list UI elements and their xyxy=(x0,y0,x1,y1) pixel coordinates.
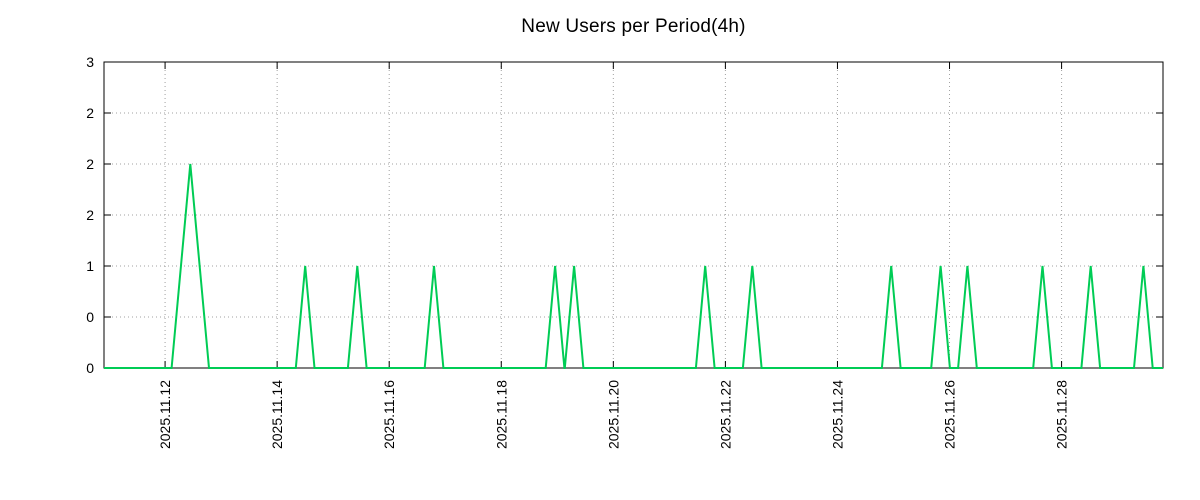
x-tick-label: 2025.11.14 xyxy=(269,380,285,449)
x-tick-label: 2025.11.22 xyxy=(717,380,733,449)
y-tick-label: 2 xyxy=(86,105,94,121)
y-tick-label: 3 xyxy=(86,54,94,70)
chart-title: New Users per Period(4h) xyxy=(521,16,746,37)
y-tick-label: 0 xyxy=(86,360,94,376)
x-tick-label: 2025.11.28 xyxy=(1054,380,1070,449)
x-tick-label: 2025.11.12 xyxy=(157,380,173,449)
x-tick-label: 2025.11.20 xyxy=(605,380,621,449)
y-tick-label: 2 xyxy=(86,156,94,172)
y-tick-label: 2 xyxy=(86,207,94,223)
y-tick-label: 1 xyxy=(86,258,94,274)
y-tick-label: 0 xyxy=(86,309,94,325)
x-tick-label: 2025.11.18 xyxy=(493,380,509,449)
x-tick-label: 2025.11.24 xyxy=(829,380,845,449)
x-tick-label: 2025.11.26 xyxy=(942,380,958,449)
x-tick-label: 2025.11.16 xyxy=(381,380,397,449)
series-line xyxy=(104,163,1163,369)
